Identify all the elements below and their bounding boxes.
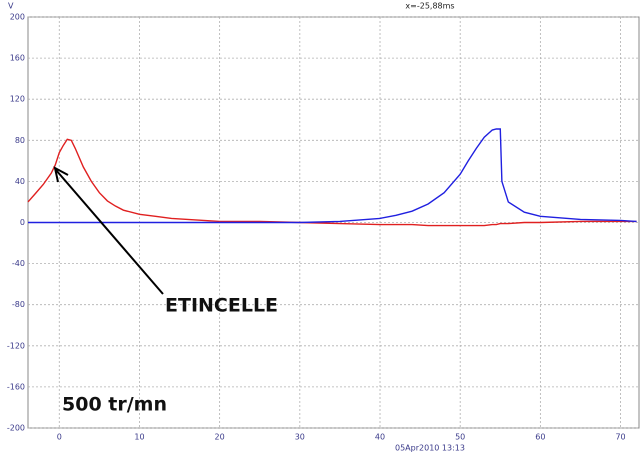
arrow [53, 166, 164, 295]
x-tick-label: 30 [295, 433, 305, 442]
x-tick-label: 40 [375, 433, 385, 442]
x-tick-label: 20 [215, 433, 225, 442]
x-tick-label: 0 [57, 433, 62, 442]
y-tick-label: 40 [15, 177, 25, 186]
x-tick-label: 70 [615, 433, 625, 442]
y-tick-label: 0 [20, 218, 25, 227]
y-tick-label: 200 [10, 13, 25, 22]
x-tick-label: 10 [134, 433, 144, 442]
plot-area [27, 16, 639, 429]
annotation: 500 tr/mn [62, 394, 167, 416]
y-axis-label: V [8, 2, 14, 11]
annotation: ETINCELLE [165, 295, 278, 317]
y-tick-label: -80 [12, 300, 25, 309]
y-tick-label: 160 [10, 54, 25, 63]
y-tick-label: -200 [7, 424, 25, 433]
y-tick-label: -160 [7, 382, 25, 391]
y-tick-label: -40 [12, 259, 25, 268]
arrow-shaft [55, 169, 164, 295]
arrow-head [53, 166, 69, 183]
y-tick-label: 80 [15, 136, 25, 145]
y-tick-label: 120 [10, 95, 25, 104]
cursor-readout: x=-25,88ms [405, 2, 454, 11]
x-tick-label: 60 [535, 433, 545, 442]
series-line [28, 128, 637, 224]
series-line [27, 138, 637, 227]
y-tick-label: -120 [7, 341, 25, 350]
timestamp: 05Apr2010 13:13 [395, 444, 465, 453]
x-tick-label: 50 [455, 433, 465, 442]
